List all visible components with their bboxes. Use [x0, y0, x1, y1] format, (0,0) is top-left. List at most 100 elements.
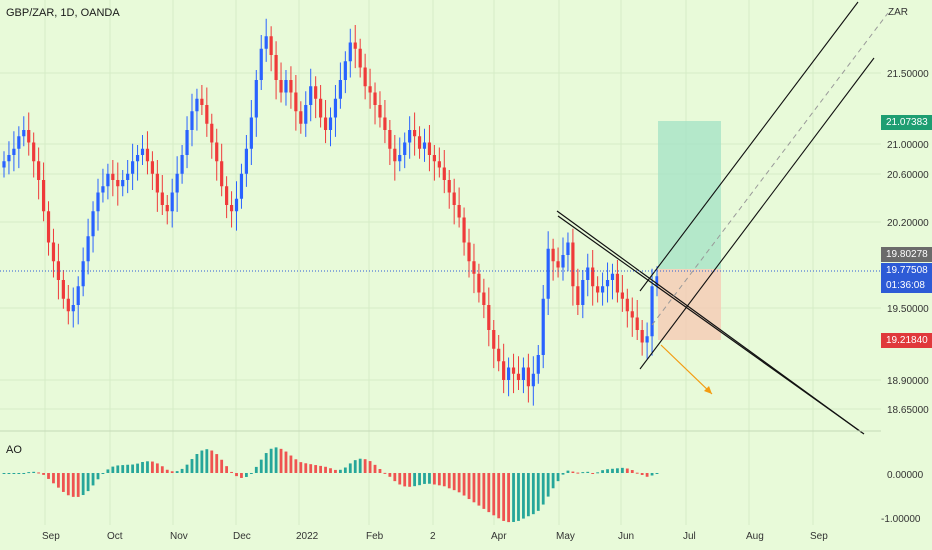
ao-bar — [601, 470, 604, 473]
drawings-layer[interactable] — [0, 1, 889, 435]
candle-body — [284, 80, 288, 93]
candle-body — [106, 173, 110, 187]
candle-body — [477, 273, 481, 293]
stop-zone — [658, 269, 721, 340]
candle-body — [225, 186, 229, 205]
price-axis[interactable]: 21.50000 21.00000 20.60000 20.20000 19.5… — [881, 69, 929, 525]
candle-body — [363, 67, 367, 87]
ao-bar — [343, 467, 347, 473]
candle-body — [383, 117, 387, 130]
candle-body — [319, 98, 323, 118]
ao-bar — [616, 468, 619, 473]
time-tick-apr: Apr — [491, 531, 507, 542]
candle-body — [81, 261, 85, 287]
candle-body — [605, 280, 610, 287]
projection-arrowhead — [704, 386, 712, 394]
candle-body — [294, 92, 298, 112]
ao-bar — [442, 473, 446, 487]
candle-body — [249, 117, 253, 149]
candle-body — [328, 117, 333, 130]
candle-body — [437, 161, 441, 168]
ao-bar — [284, 451, 288, 473]
candle-body — [600, 286, 605, 293]
symbol-title[interactable]: GBP/ZAR, 1D, OANDA — [6, 7, 120, 19]
candle-body — [150, 161, 155, 174]
channel-median[interactable] — [651, 12, 889, 326]
ao-bar — [279, 448, 283, 473]
candle-body — [190, 111, 194, 130]
time-tick-jul: Jul — [683, 531, 696, 542]
ao-bar — [477, 473, 481, 506]
price-tick-18-9: 18.90000 — [887, 376, 929, 387]
channel-upper[interactable] — [639, 1, 859, 292]
candle-body — [516, 373, 521, 380]
candle-body — [492, 330, 496, 349]
candle-body — [551, 248, 555, 262]
ao-bar — [591, 473, 595, 474]
price-tick-20-2: 20.20000 — [887, 218, 929, 229]
candle-body — [571, 242, 575, 287]
ao-bar — [220, 459, 224, 473]
ao-bar — [136, 463, 139, 473]
time-tick-sep-2: Sep — [810, 531, 828, 542]
candles-layer — [2, 18, 659, 406]
ao-bar — [235, 473, 238, 477]
candle-body — [650, 286, 654, 337]
candle-body — [304, 105, 308, 124]
ao-bar — [338, 469, 342, 473]
candle-body — [502, 361, 506, 380]
ao-bar — [655, 473, 659, 474]
target-price-label: 21.07383 — [881, 115, 932, 130]
ao-bar — [210, 450, 214, 473]
indicator-label[interactable]: AO — [6, 444, 22, 456]
ao-bar — [447, 473, 451, 489]
ao-bar — [106, 469, 110, 473]
candle-body — [210, 123, 214, 143]
candle-body — [467, 242, 471, 262]
ao-bar — [625, 468, 629, 473]
ao-bar — [472, 473, 476, 503]
ao-bar — [195, 454, 199, 473]
candle-body — [12, 148, 16, 155]
candle-body — [487, 305, 491, 330]
ao-bar — [467, 473, 471, 500]
time-tick-feb: Feb — [366, 531, 384, 542]
candle-body — [343, 61, 347, 80]
trendline-lower[interactable] — [557, 215, 865, 435]
candle-body — [32, 142, 36, 162]
ao-bar — [566, 470, 570, 473]
ao-bar — [71, 473, 75, 497]
candle-body — [27, 130, 31, 143]
channel-lower[interactable] — [639, 57, 875, 370]
ao-bar — [264, 453, 268, 473]
candle-body — [526, 367, 530, 387]
projection-arrow[interactable] — [660, 344, 713, 395]
candle-body — [299, 111, 303, 124]
ao-bar — [596, 472, 600, 474]
time-axis[interactable]: Sep Oct Nov Dec 2022 Feb 2 Apr May Jun J… — [42, 531, 828, 542]
candle-body — [640, 330, 644, 343]
candle-body — [388, 130, 392, 149]
ao-bar — [645, 473, 649, 477]
candle-body — [368, 86, 372, 93]
ao-bar — [546, 473, 550, 497]
ao-bar — [146, 461, 149, 473]
ao-bar — [507, 473, 510, 523]
ao-bar — [393, 473, 397, 482]
candle-body — [96, 192, 100, 212]
long-position-tool[interactable] — [658, 121, 721, 340]
candle-body — [373, 92, 377, 105]
price-tick-20-6: 20.60000 — [887, 170, 929, 181]
ao-bar — [413, 473, 416, 487]
price-tick-21-0: 21.00000 — [887, 140, 929, 151]
candle-body — [180, 155, 184, 174]
candle-body — [561, 255, 565, 268]
ao-bar — [497, 473, 501, 519]
candle-body — [264, 36, 268, 49]
ao-bar — [586, 471, 590, 473]
ao-bar — [185, 464, 189, 473]
candle-body — [610, 273, 615, 280]
candle-body — [220, 161, 224, 187]
candle-body — [427, 142, 432, 155]
